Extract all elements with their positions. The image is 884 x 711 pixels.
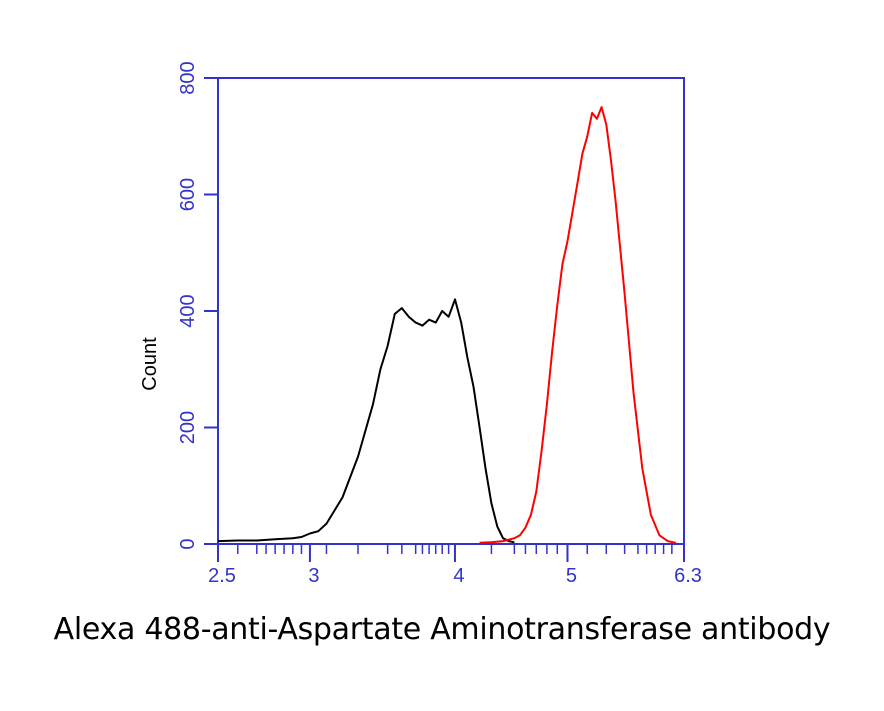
y-tick-label: 800	[177, 61, 199, 94]
series-line-2	[479, 106, 677, 544]
x-tick-label: 3	[308, 565, 319, 587]
x-tick-label: 4	[453, 565, 464, 587]
y-tick-label: 400	[177, 294, 199, 327]
plot-area: 0 200 400 600 800 2.5 3 4 5 6.3	[177, 61, 702, 587]
figure-caption: Alexa 488-anti-Aspartate Aminotransferas…	[53, 612, 831, 647]
x-tick-label: 5	[566, 565, 577, 587]
x-tick-label: 2.5	[208, 565, 236, 587]
y-tick-label: 600	[177, 178, 199, 211]
series-line-1	[217, 298, 515, 544]
x-tick-label: 6.3	[674, 565, 702, 587]
y-tick-label: 200	[177, 411, 199, 444]
y-axis-label: Count	[139, 337, 161, 391]
y-tick-label: 0	[177, 538, 199, 549]
